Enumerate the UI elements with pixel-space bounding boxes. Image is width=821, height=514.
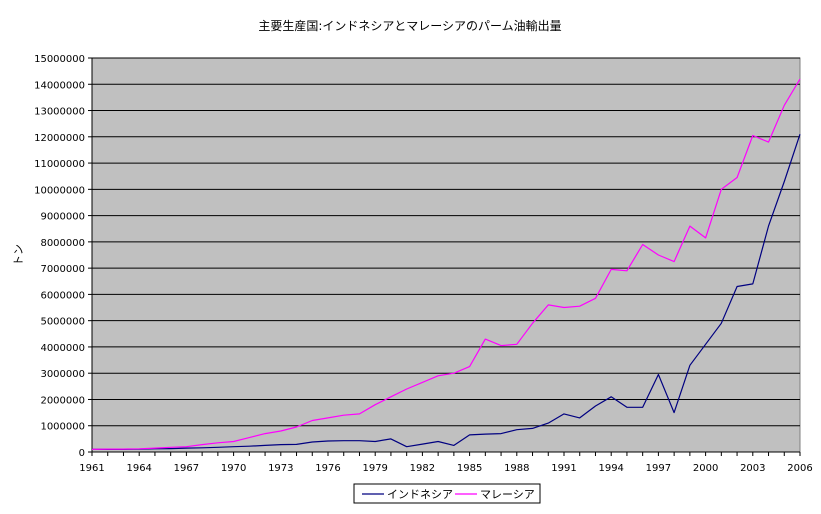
legend: インドネシア マレーシア bbox=[353, 483, 541, 504]
x-tick-label: 1991 bbox=[551, 463, 576, 474]
x-tick-label: 1961 bbox=[79, 463, 104, 474]
x-tick-label: 1988 bbox=[504, 463, 529, 474]
x-tick-label: 1970 bbox=[221, 463, 246, 474]
x-tick-label: 1982 bbox=[410, 463, 435, 474]
x-tick-label: 1973 bbox=[268, 463, 293, 474]
plot-area bbox=[91, 57, 801, 453]
y-tick-label: 4000000 bbox=[40, 343, 85, 354]
x-tick-label: 1994 bbox=[598, 463, 623, 474]
series-line-malaysia bbox=[91, 78, 801, 450]
y-tick-label: 7000000 bbox=[40, 264, 85, 275]
y-tick-label: 5000000 bbox=[40, 317, 85, 328]
legend-label-indonesia: インドネシア bbox=[387, 488, 453, 501]
y-axis-ticks: 0 1000000 2000000 3000000 4000000 5000000 6000… bbox=[34, 54, 93, 459]
y-tick-label: 9000000 bbox=[40, 212, 85, 223]
y-tick-label: 0 bbox=[79, 448, 85, 459]
x-axis-ticks: 1961 1964 1967 1970 1973 1976 1979 1982 1985 1988… bbox=[79, 451, 813, 474]
y-tick-label: 6000000 bbox=[40, 290, 85, 301]
y-axis-label: トン bbox=[12, 244, 25, 266]
y-tick-label: 2000000 bbox=[40, 395, 85, 406]
y-tick-label: 11000000 bbox=[34, 159, 85, 170]
series-lines bbox=[91, 78, 801, 450]
x-tick-label: 1985 bbox=[457, 463, 482, 474]
series-line-indonesia bbox=[92, 134, 801, 450]
y-tick-label: 8000000 bbox=[40, 238, 85, 249]
x-tick-label: 1979 bbox=[362, 463, 387, 474]
x-tick-label: 1976 bbox=[315, 463, 340, 474]
legend-label-malaysia: マレーシア bbox=[480, 488, 535, 501]
y-tick-label: 15000000 bbox=[34, 54, 85, 65]
legend-box bbox=[353, 483, 541, 504]
y-tick-label: 14000000 bbox=[34, 80, 85, 91]
y-tick-label: 1000000 bbox=[40, 422, 85, 433]
grid-lines bbox=[92, 57, 800, 427]
x-tick-label: 2003 bbox=[740, 463, 765, 474]
x-tick-label: 2006 bbox=[787, 463, 812, 474]
x-tick-label: 1967 bbox=[174, 463, 199, 474]
chart-title: 主要生産国:インドネシアとマレーシアのパーム油輸出量 bbox=[258, 18, 561, 33]
y-tick-label: 3000000 bbox=[40, 369, 85, 380]
x-tick-label: 1997 bbox=[646, 463, 671, 474]
y-tick-label: 13000000 bbox=[34, 107, 85, 118]
y-tick-label: 12000000 bbox=[34, 133, 85, 144]
x-tick-label: 1964 bbox=[126, 463, 151, 474]
y-tick-label: 10000000 bbox=[34, 185, 85, 196]
x-tick-label: 2000 bbox=[693, 463, 718, 474]
